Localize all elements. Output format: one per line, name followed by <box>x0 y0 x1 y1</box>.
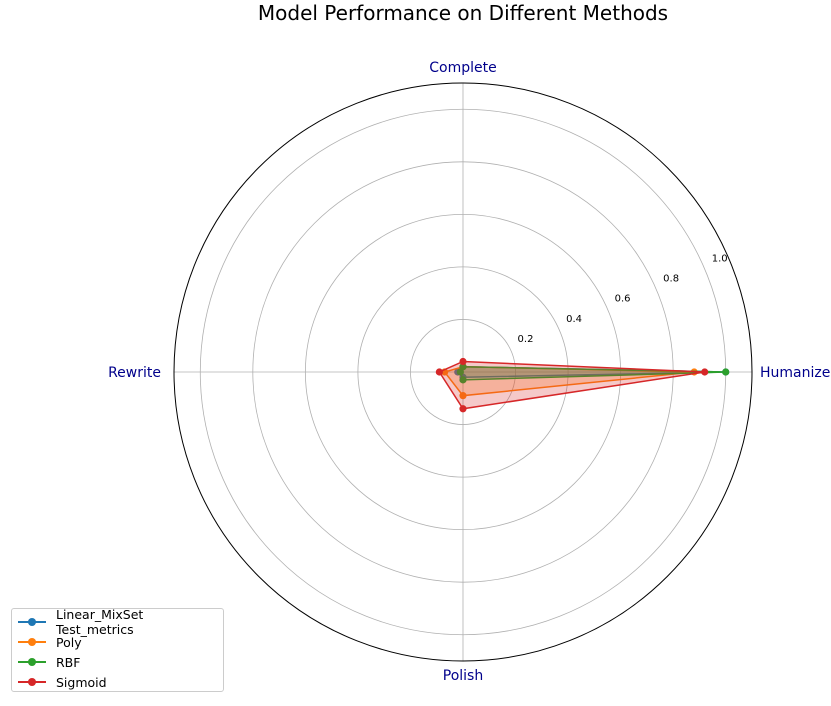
data-point <box>459 376 467 384</box>
legend-label: Linear_MixSet Test_metrics <box>56 607 144 637</box>
data-point <box>459 405 467 413</box>
legend-item: RBF <box>18 652 217 672</box>
series-fill <box>444 366 695 396</box>
axis-label-humanize: Humanize <box>760 365 830 381</box>
r-tick-label: 0.6 <box>615 294 631 305</box>
r-tick-label: 0.4 <box>566 314 582 325</box>
axis-labels: Humanize Complete Rewrite Polish <box>108 60 830 684</box>
legend-swatch <box>18 656 46 668</box>
r-tick-label: 1.0 <box>712 253 728 264</box>
r-tick-label: 0.2 <box>518 334 534 345</box>
legend-swatch <box>18 636 46 648</box>
data-point <box>459 392 467 400</box>
legend-label: RBF <box>56 654 81 670</box>
data-point <box>459 357 467 366</box>
chart-title: Model Performance on Different Methods <box>258 1 668 25</box>
series-layer <box>435 357 730 413</box>
data-point <box>456 368 464 376</box>
legend: Linear_MixSet Test_metrics Poly RBF Sigmoid <box>11 607 224 692</box>
legend-label: Poly <box>56 634 82 650</box>
legend-item: Sigmoid <box>18 672 217 692</box>
data-point <box>722 368 730 376</box>
axis-label-complete: Complete <box>429 60 496 76</box>
data-point <box>435 368 443 376</box>
outer-frame <box>173 82 753 662</box>
legend-label: Sigmoid <box>56 674 107 690</box>
series-fill <box>457 366 726 378</box>
legend-swatch <box>18 616 46 628</box>
series-fill <box>460 366 726 380</box>
axis-label-polish: Polish <box>443 668 483 684</box>
legend-item: Linear_MixSet Test_metrics <box>18 607 217 637</box>
axis-label-rewrite: Rewrite <box>108 365 161 381</box>
series-fill <box>439 361 705 409</box>
legend-swatch <box>18 676 46 688</box>
r-tick-label: 0.8 <box>663 274 679 285</box>
data-point <box>701 368 709 376</box>
legend-item: Poly <box>18 632 217 652</box>
